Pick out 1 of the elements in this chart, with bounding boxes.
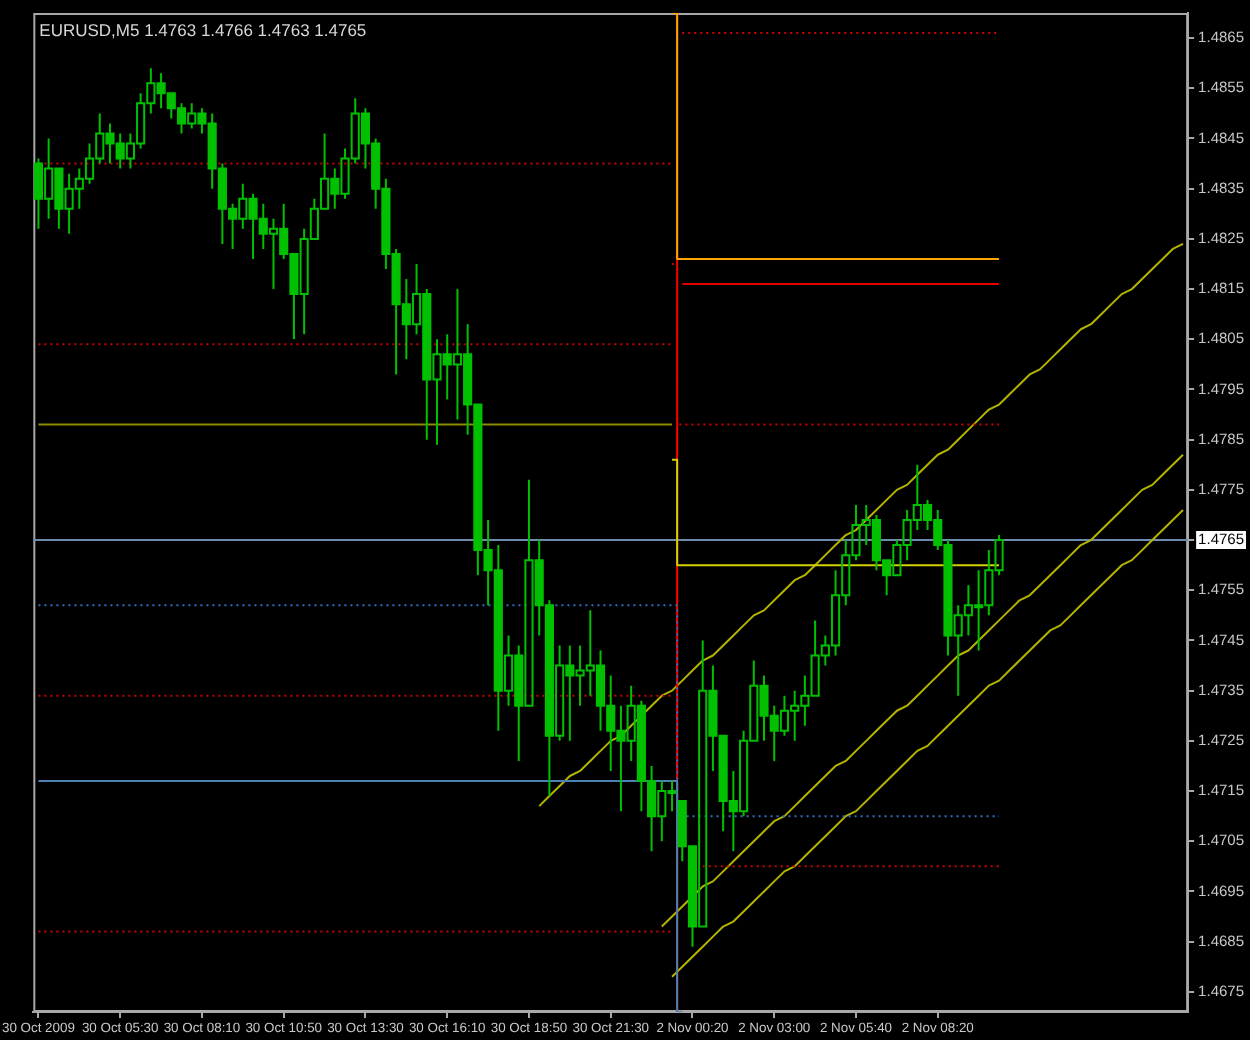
chart-title: EURUSD,M5 1.4763 1.4766 1.4763 1.4765 <box>39 19 367 39</box>
